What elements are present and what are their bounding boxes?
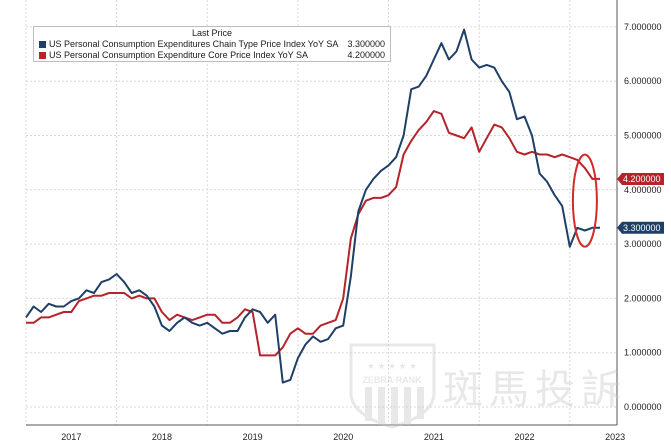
y-tick-label: 5.000000 — [624, 131, 662, 141]
last-value-text: 4.200000 — [623, 174, 661, 184]
last-value-tag-pce: 3.300000 — [617, 221, 664, 234]
y-tick-label: 0.000000 — [624, 402, 662, 412]
x-tick-label: 2017 — [61, 432, 81, 442]
grid-layer — [25, 0, 617, 425]
legend-title: Last Price — [191, 28, 233, 38]
x-tick-label: 2018 — [152, 432, 172, 442]
legend-label-core-pce: US Personal Consumption Expenditure Core… — [49, 50, 308, 60]
legend: Last Price US Personal Consumption Expen… — [33, 26, 391, 62]
highlight-ellipse — [571, 153, 598, 248]
y-tick-label: 2.000000 — [624, 293, 662, 303]
x-tick-label: 2019 — [243, 432, 263, 442]
series-line-pce — [25, 28, 600, 384]
y-tick-label: 3.000000 — [624, 239, 662, 249]
y-tick-label: 7.000000 — [624, 22, 662, 32]
legend-value-pce: 3.300000 — [347, 39, 385, 49]
legend-swatch-core-pce — [39, 52, 46, 59]
legend-value-core-pce: 4.200000 — [347, 50, 385, 60]
y-tick-label: 6.000000 — [624, 76, 662, 86]
x-tick-label: 2023 — [605, 432, 625, 442]
legend-entry-core-pce: US Personal Consumption Expenditure Core… — [39, 50, 385, 61]
axis-layer: 0.000000 1.000000 2.000000 3.000000 4.000000… — [26, 0, 664, 442]
legend-swatch-pce — [39, 41, 46, 48]
legend-entry-pce: US Personal Consumption Expenditures Cha… — [39, 39, 385, 50]
x-tick-label: 2020 — [333, 432, 353, 442]
highlight-layer — [571, 153, 598, 248]
x-tick-label: 2021 — [424, 432, 444, 442]
last-value-tag-core-pce: 4.200000 — [617, 172, 664, 185]
series-line-core-pce — [26, 110, 600, 357]
last-value-text: 3.300000 — [623, 223, 661, 233]
x-tick-label: 2022 — [514, 432, 534, 442]
line-layer — [25, 28, 600, 384]
y-tick-label: 1.000000 — [624, 348, 662, 358]
y-tick-label: 4.000000 — [624, 185, 662, 195]
legend-label-pce: US Personal Consumption Expenditures Cha… — [49, 39, 339, 49]
